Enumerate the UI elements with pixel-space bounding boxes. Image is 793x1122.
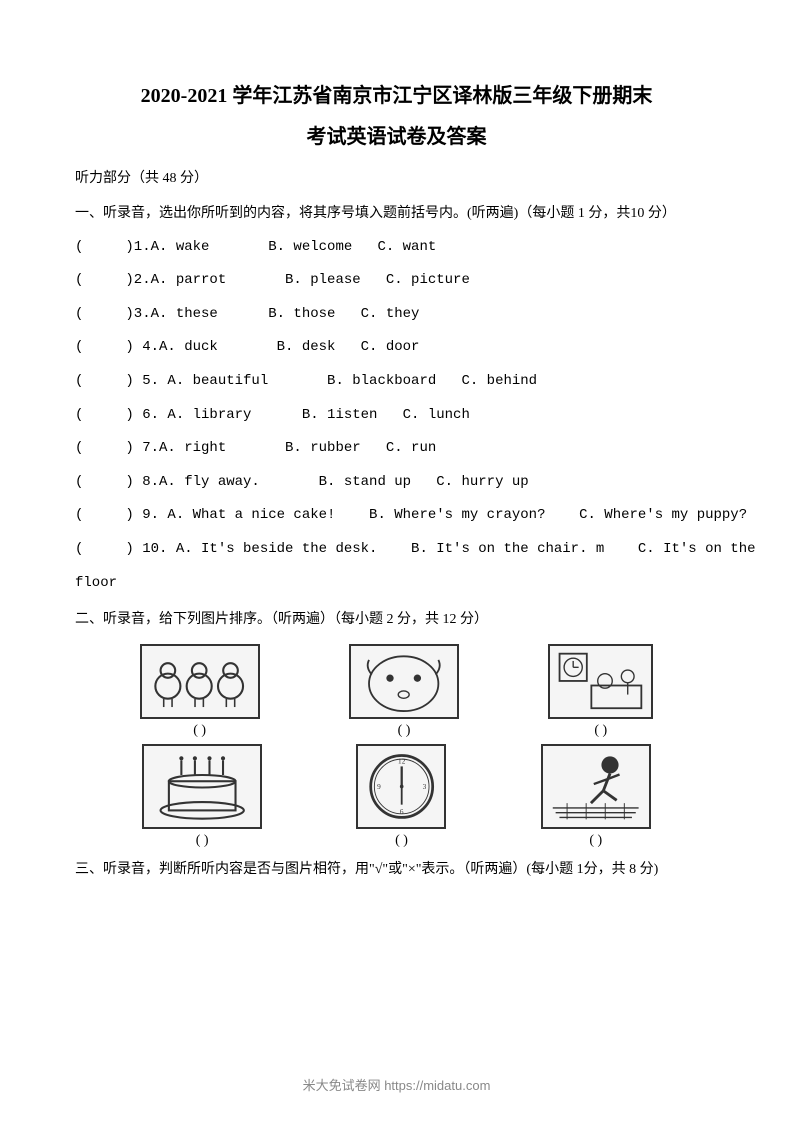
image-running [541, 744, 651, 829]
listening-section-heading: 听力部分（共 48 分） [75, 167, 718, 187]
image-chickens [140, 644, 260, 719]
clock-kid-icon [555, 649, 646, 713]
question-6: ( ) 6. A. library B. 1isten C. lunch [75, 406, 718, 426]
svg-text:3: 3 [422, 783, 426, 791]
paren-4: ( ) [196, 833, 209, 849]
svg-text:9: 9 [377, 783, 381, 791]
svg-text:12: 12 [398, 757, 406, 765]
image-cell-clock-kid: ( ) [548, 644, 653, 739]
paren-6: ( ) [589, 833, 602, 849]
image-face [349, 644, 459, 719]
image-clock-kid [548, 644, 653, 719]
chickens-icon [147, 649, 251, 713]
section1-instruction: 一、听录音，选出你所听到的内容，将其序号填入题前括号内。(听两遍)（每小题 1 … [75, 201, 718, 228]
question-9: ( ) 9. A. What a nice cake! B. Where's m… [75, 506, 718, 526]
image-cell-chickens: ( ) [140, 644, 260, 739]
exam-title-line1: 2020-2021 学年江苏省南京市江宁区译林版三年级下册期末 [75, 80, 718, 112]
question-10: ( ) 10. A. It's beside the desk. B. It's… [75, 540, 718, 560]
image-cell-running: ( ) [541, 744, 651, 849]
cake-icon [150, 750, 254, 823]
paren-2: ( ) [398, 723, 411, 739]
paren-3: ( ) [594, 723, 607, 739]
image-cell-cake: ( ) [142, 744, 262, 849]
question-1: ( )1.A. wake B. welcome C. want [75, 238, 718, 258]
face-icon [356, 649, 451, 713]
image-row-1: ( ) ( ) [75, 644, 718, 739]
section3-instruction: 三、听录音，判断所听内容是否与图片相符，用"√"或"×"表示。（听两遍）(每小题… [75, 857, 718, 884]
paren-1: ( ) [193, 723, 206, 739]
question-5: ( ) 5. A. beautiful B. blackboard C. beh… [75, 372, 718, 392]
question-10-cont: floor [75, 574, 718, 594]
paren-5: ( ) [395, 833, 408, 849]
image-cake [142, 744, 262, 829]
image-clock: 12 3 6 9 [356, 744, 446, 829]
question-8: ( ) 8.A. fly away. B. stand up C. hurry … [75, 473, 718, 493]
footer-text: 米大免试卷网 https://midatu.com [0, 1075, 793, 1094]
image-cell-face: ( ) [349, 644, 459, 739]
question-3: ( )3.A. these B. those C. they [75, 305, 718, 325]
exam-title-line2: 考试英语试卷及答案 [75, 120, 718, 149]
image-row-2: ( ) 12 3 6 9 ( ) [75, 744, 718, 849]
question-7: ( ) 7.A. right B. rubber C. run [75, 439, 718, 459]
svg-text:6: 6 [400, 808, 404, 816]
question-4: ( ) 4.A. duck B. desk C. door [75, 338, 718, 358]
running-icon [548, 750, 643, 823]
image-cell-clock: 12 3 6 9 ( ) [356, 744, 446, 849]
clock-icon: 12 3 6 9 [363, 750, 440, 823]
question-2: ( )2.A. parrot B. please C. picture [75, 271, 718, 291]
section2-instruction: 二、听录音，给下列图片排序。（听两遍）（每小题 2 分，共 12 分） [75, 607, 718, 634]
